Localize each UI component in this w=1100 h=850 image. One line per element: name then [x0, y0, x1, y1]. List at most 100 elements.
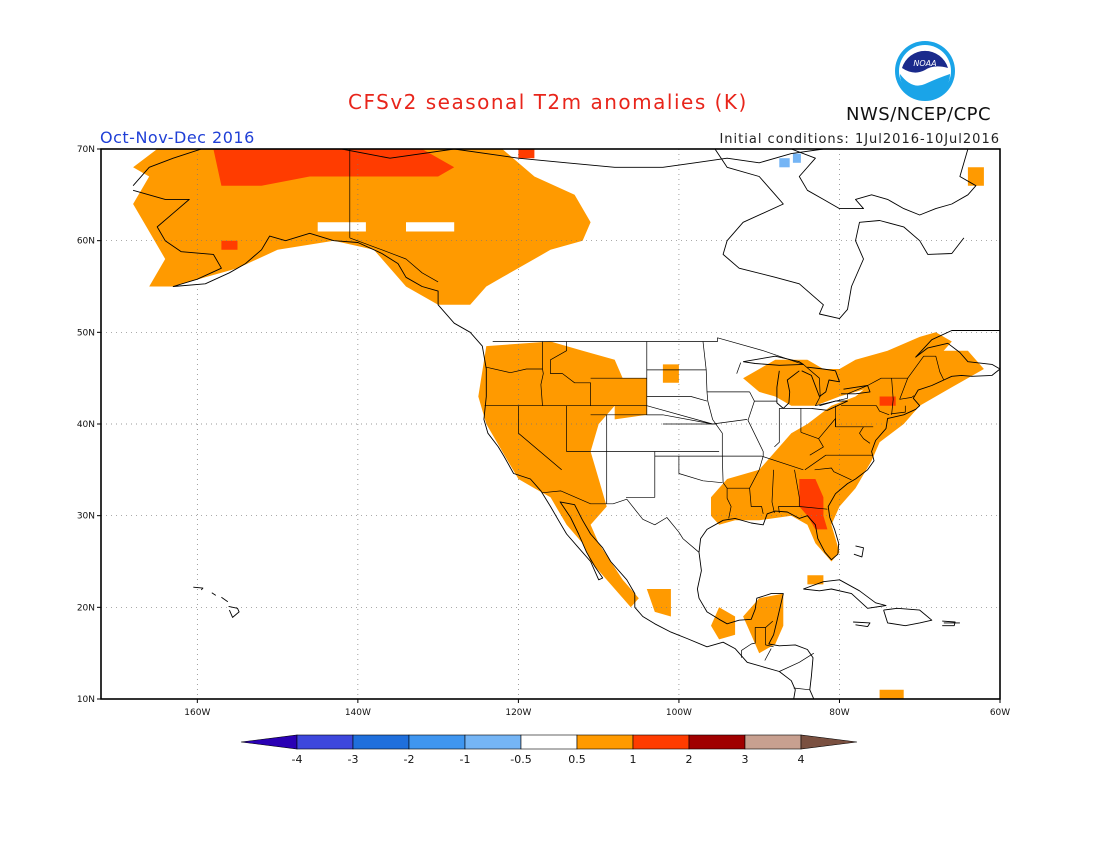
political-border [646, 396, 708, 402]
coastline [714, 149, 965, 320]
agency-label: NWS/NCEP/CPC [846, 104, 992, 125]
political-border [793, 687, 810, 691]
political-border [804, 454, 873, 471]
coastline [791, 149, 977, 216]
coastline [132, 149, 824, 186]
political-border [590, 414, 713, 425]
political-border [800, 431, 824, 456]
colorbar-label: 2 [686, 753, 693, 766]
colorbar-label: -2 [404, 753, 415, 766]
coastline [228, 605, 240, 618]
colorbar-label: 0.5 [568, 753, 586, 766]
colorbar-label: -4 [292, 753, 303, 766]
political-border [518, 405, 562, 471]
political-border [771, 469, 775, 513]
political-border [814, 467, 852, 481]
political-border [654, 455, 723, 484]
coastline [801, 366, 840, 397]
lon-tick-label: 60W [990, 708, 1010, 718]
coastline [883, 607, 933, 627]
anomaly-gap [406, 222, 455, 232]
coastline [841, 385, 871, 395]
colorbar-segment [408, 734, 466, 750]
political-border [541, 490, 700, 553]
colorbar-label: 4 [798, 753, 805, 766]
political-border [492, 337, 945, 407]
coastline [696, 552, 815, 699]
political-border [899, 378, 915, 400]
political-border [765, 627, 774, 648]
anomaly-region-red [799, 479, 828, 530]
anomaly-region-orange [879, 689, 904, 699]
colorbar-segment [744, 734, 802, 750]
logo-text: NOAA [913, 59, 936, 68]
anomaly-gap [598, 424, 623, 452]
coastline [853, 545, 864, 558]
anomaly-region-red [213, 149, 455, 186]
political-border [774, 408, 780, 448]
anomaly-region-orange [711, 607, 736, 640]
anomaly-region-orange [743, 593, 784, 654]
noaa-logo-icon: NOAA [895, 41, 955, 101]
colorbar-segment [520, 734, 578, 750]
coastline [803, 579, 887, 609]
lat-tick-label: 20N [77, 603, 95, 613]
coastline [698, 330, 1000, 561]
anomaly-region-orange [662, 364, 679, 383]
political-border [890, 405, 906, 415]
political-border [835, 405, 874, 428]
political-border [349, 237, 439, 283]
colorbar-label: 1 [630, 753, 637, 766]
political-border [747, 391, 764, 514]
anomaly-region-orange [807, 575, 824, 585]
colorbar-label: -1 [460, 753, 471, 766]
colorbar-label: 3 [742, 753, 749, 766]
anomaly-region-blue [779, 158, 790, 168]
political-border [859, 426, 871, 444]
coastline [999, 300, 1000, 320]
lat-tick-label: 10N [77, 695, 95, 705]
anomaly-region-blue [792, 153, 801, 163]
anomaly-region-orange [743, 332, 952, 406]
political-border [702, 341, 732, 519]
colorbar-segment [576, 734, 634, 750]
coastline [221, 596, 229, 603]
anomaly-region-red [221, 240, 238, 250]
colorbar-label: -0.5 [510, 753, 531, 766]
lat-tick-label: 30N [77, 512, 95, 522]
coastline [211, 592, 217, 596]
political-border [764, 648, 772, 661]
political-border [799, 506, 828, 510]
political-border [779, 652, 814, 672]
anomaly-region-red [518, 149, 535, 159]
colorbar-segment [632, 734, 690, 750]
political-border [486, 366, 543, 374]
season-label: Oct-Nov-Dec 2016 [100, 128, 255, 147]
colorbar-segment [464, 734, 522, 750]
lon-tick-label: 140W [345, 708, 371, 718]
coastline [853, 621, 871, 628]
anomaly-region-orange [967, 167, 984, 186]
political-border [841, 405, 890, 416]
lon-tick-label: 100W [666, 708, 692, 718]
political-border [550, 341, 591, 406]
political-border [818, 418, 836, 439]
political-border [540, 341, 544, 406]
anomaly-region-orange [646, 589, 671, 617]
colorbar-segment [352, 734, 410, 750]
lat-tick-label: 60N [77, 237, 95, 247]
chart-title: CFSv2 seasonal T2m anomalies (K) [348, 90, 748, 114]
coastline [193, 586, 204, 591]
lat-tick-label: 50N [77, 328, 95, 338]
political-border [678, 455, 804, 471]
coastline [999, 341, 1000, 355]
anomaly-region-orange [614, 396, 647, 420]
colorbar-label: -3 [348, 753, 359, 766]
lon-tick-label: 120W [505, 708, 531, 718]
map-axes: 160W 140W 120W 100W 80W 60W 10N 20N 30N 40N 50N 60N… [77, 145, 1010, 718]
lat-tick-label: 70N [77, 145, 95, 155]
anomaly-region-orange [711, 350, 984, 562]
anomaly-shading [133, 149, 984, 699]
colorbar-arrow-right [800, 734, 858, 750]
